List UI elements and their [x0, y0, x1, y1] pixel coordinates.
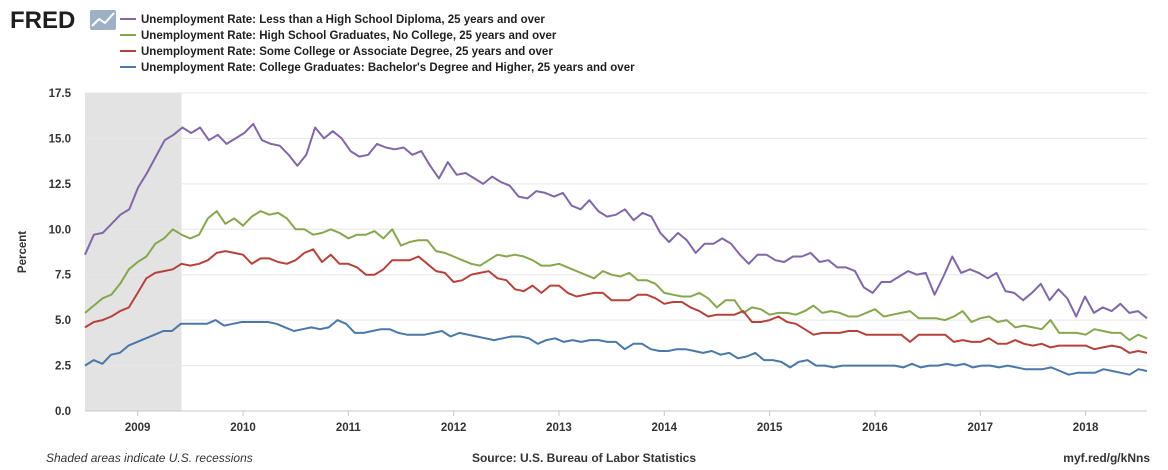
legend-label: Unemployment Rate: Some College or Assoc… — [141, 46, 553, 58]
series-line[interactable] — [84, 248, 1148, 354]
series-line[interactable] — [84, 210, 1148, 342]
legend-item[interactable]: Unemployment Rate: Some College or Assoc… — [120, 46, 553, 58]
legend-item[interactable]: Unemployment Rate: Less than a High Scho… — [120, 14, 545, 26]
y-tick-label: 17.5 — [49, 88, 72, 100]
x-tick-label: 2011 — [336, 422, 362, 434]
legend-label: Unemployment Rate: Less than a High Scho… — [141, 14, 545, 26]
y-axis-ticks: 0.0 2.5 5.0 7.5 10.0 12.5 15.0 17.5 — [49, 88, 72, 418]
y-tick-label: 5.0 — [55, 315, 71, 327]
legend-label: Unemployment Rate: College Graduates: Ba… — [141, 62, 635, 74]
x-tick-label: 2014 — [651, 422, 677, 434]
y-axis-label: Percent — [17, 231, 29, 273]
x-axis-ticks: 2009 2010 2011 2012 2013 2014 2015 2016 2017 2018 — [125, 411, 1099, 434]
y-tick-label: 2.5 — [55, 361, 72, 373]
legend-item[interactable]: Unemployment Rate: College Graduates: Ba… — [120, 62, 635, 74]
legend: Unemployment Rate: Less than a High Scho… — [120, 14, 635, 74]
x-tick-label: 2012 — [441, 422, 467, 434]
series-lines — [84, 122, 1148, 376]
series-line[interactable] — [84, 319, 1148, 376]
x-tick-label: 2016 — [862, 422, 888, 434]
y-tick-label: 10.0 — [49, 224, 71, 236]
x-tick-label: 2010 — [230, 422, 256, 434]
fred-logo-graph-icon — [90, 10, 116, 30]
legend-label: Unemployment Rate: High School Graduates… — [141, 30, 557, 42]
fred-logo-text: FRED — [10, 7, 75, 34]
legend-item[interactable]: Unemployment Rate: High School Graduates… — [120, 30, 557, 42]
x-tick-label: 2009 — [125, 422, 151, 434]
y-tick-label: 7.5 — [55, 270, 72, 282]
x-tick-label: 2018 — [1073, 422, 1099, 434]
plot-area — [85, 93, 1147, 411]
recession-shading — [85, 93, 182, 411]
source-text: Source: U.S. Bureau of Labor Statistics — [472, 451, 696, 465]
short-url-link[interactable]: myf.red/g/kNns — [1063, 451, 1150, 465]
x-tick-label: 2013 — [546, 422, 572, 434]
y-tick-label: 12.5 — [49, 179, 72, 191]
y-tick-label: 15.0 — [49, 133, 71, 145]
recession-note: Shaded areas indicate U.S. recessions — [46, 451, 253, 465]
y-tick-label: 0.0 — [55, 406, 71, 418]
series-line[interactable] — [84, 122, 1148, 320]
x-tick-label: 2015 — [757, 422, 783, 434]
x-tick-label: 2017 — [967, 422, 993, 434]
